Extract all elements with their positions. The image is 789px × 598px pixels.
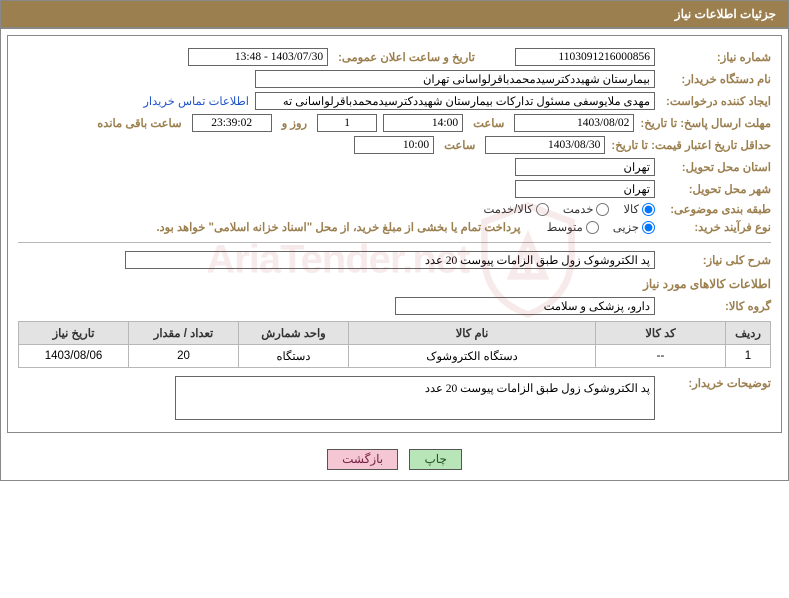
- row-validity: حداقل تاریخ اعتبار قیمت: تا تاریخ: ساعت: [18, 136, 771, 154]
- radio-goods-service-input[interactable]: [536, 203, 549, 216]
- buyer-notes-label: توضیحات خریدار:: [661, 376, 771, 390]
- goods-group-field[interactable]: [395, 297, 655, 315]
- province-field[interactable]: [515, 158, 655, 176]
- days-label: روز و: [278, 116, 311, 130]
- cell-row: 1: [726, 345, 771, 368]
- validity-date-field[interactable]: [485, 136, 605, 154]
- deadline-label: مهلت ارسال پاسخ: تا تاریخ:: [640, 116, 771, 130]
- row-city: شهر محل تحویل:: [18, 180, 771, 198]
- goods-section-title: اطلاعات کالاهای مورد نیاز: [18, 277, 771, 291]
- radio-service: خدمت: [563, 202, 610, 216]
- col-code: کد کالا: [596, 322, 726, 345]
- deadline-time-label: ساعت: [469, 116, 508, 130]
- payment-note: پرداخت تمام یا بخشی از مبلغ خرید، از محل…: [156, 220, 520, 234]
- announce-datetime-field[interactable]: [188, 48, 328, 66]
- cell-code: --: [596, 345, 726, 368]
- req-number-field[interactable]: [515, 48, 655, 66]
- main-container: شماره نیاز: تاریخ و ساعت اعلان عمومی: نا…: [0, 28, 789, 481]
- button-row: چاپ بازگشت: [1, 439, 788, 480]
- time-remaining-field[interactable]: [192, 114, 272, 132]
- overview-field[interactable]: [125, 251, 655, 269]
- table-header-row: ردیف کد کالا نام کالا واحد شمارش تعداد /…: [19, 322, 771, 345]
- days-remaining-field[interactable]: [317, 114, 377, 132]
- province-label: استان محل تحویل:: [661, 160, 771, 174]
- purchase-type-radio-group: جزیی متوسط: [547, 220, 655, 234]
- print-button[interactable]: چاپ: [409, 449, 461, 470]
- col-qty: تعداد / مقدار: [129, 322, 239, 345]
- page-header: جزئیات اطلاعات نیاز: [0, 0, 789, 28]
- content-box: شماره نیاز: تاریخ و ساعت اعلان عمومی: نا…: [7, 35, 782, 433]
- row-purchase-type: نوع فرآیند خرید: جزیی متوسط پرداخت تمام …: [18, 220, 771, 234]
- buyer-notes-field[interactable]: [175, 376, 655, 420]
- req-number-label: شماره نیاز:: [661, 50, 771, 64]
- row-buyer-notes: توضیحات خریدار:: [18, 376, 771, 420]
- row-overview: شرح کلی نیاز:: [18, 251, 771, 269]
- cell-qty: 20: [129, 345, 239, 368]
- creator-field[interactable]: [255, 92, 655, 110]
- category-radio-group: کالا خدمت کالا/خدمت: [484, 202, 656, 216]
- goods-table: ردیف کد کالا نام کالا واحد شمارش تعداد /…: [18, 321, 771, 368]
- col-row: ردیف: [726, 322, 771, 345]
- row-goods-group: گروه کالا:: [18, 297, 771, 315]
- deadline-date-field[interactable]: [514, 114, 634, 132]
- validity-label: حداقل تاریخ اعتبار قیمت: تا تاریخ:: [611, 138, 771, 152]
- city-field[interactable]: [515, 180, 655, 198]
- col-unit: واحد شمارش: [239, 322, 349, 345]
- row-creator: ایجاد کننده درخواست: اطلاعات تماس خریدار: [18, 92, 771, 110]
- validity-time-label: ساعت: [440, 138, 479, 152]
- contact-link[interactable]: اطلاعات تماس خریدار: [143, 94, 249, 108]
- creator-label: ایجاد کننده درخواست:: [661, 94, 771, 108]
- header-title: جزئیات اطلاعات نیاز: [675, 7, 776, 21]
- col-name: نام کالا: [349, 322, 596, 345]
- row-buyer-name: نام دستگاه خریدار:: [18, 70, 771, 88]
- row-req-number: شماره نیاز: تاریخ و ساعت اعلان عمومی:: [18, 48, 771, 66]
- radio-minor-input[interactable]: [642, 221, 655, 234]
- announce-datetime-label: تاریخ و ساعت اعلان عمومی:: [334, 50, 479, 64]
- goods-group-label: گروه کالا:: [661, 299, 771, 313]
- radio-goods-input[interactable]: [642, 203, 655, 216]
- radio-minor: جزیی: [613, 220, 655, 234]
- row-province: استان محل تحویل:: [18, 158, 771, 176]
- table-row: 1 -- دستگاه الکتروشوک دستگاه 20 1403/08/…: [19, 345, 771, 368]
- cell-name: دستگاه الکتروشوک: [349, 345, 596, 368]
- radio-goods: کالا: [623, 202, 655, 216]
- cell-unit: دستگاه: [239, 345, 349, 368]
- city-label: شهر محل تحویل:: [661, 182, 771, 196]
- radio-goods-service: کالا/خدمت: [484, 202, 549, 216]
- deadline-time-field[interactable]: [383, 114, 463, 132]
- radio-service-input[interactable]: [596, 203, 609, 216]
- row-deadline: مهلت ارسال پاسخ: تا تاریخ: ساعت روز و سا…: [18, 114, 771, 132]
- radio-medium-input[interactable]: [586, 221, 599, 234]
- validity-time-field[interactable]: [354, 136, 434, 154]
- radio-medium: متوسط: [547, 220, 599, 234]
- buyer-name-field[interactable]: [255, 70, 655, 88]
- purchase-type-label: نوع فرآیند خرید:: [661, 220, 771, 234]
- remaining-label: ساعت باقی مانده: [93, 116, 185, 130]
- cell-date: 1403/08/06: [19, 345, 129, 368]
- col-date: تاریخ نیاز: [19, 322, 129, 345]
- buyer-name-label: نام دستگاه خریدار:: [661, 72, 771, 86]
- category-label: طبقه بندی موضوعی:: [661, 202, 771, 216]
- row-category: طبقه بندی موضوعی: کالا خدمت کالا/خدمت: [18, 202, 771, 216]
- overview-label: شرح کلی نیاز:: [661, 253, 771, 267]
- back-button[interactable]: بازگشت: [327, 449, 398, 470]
